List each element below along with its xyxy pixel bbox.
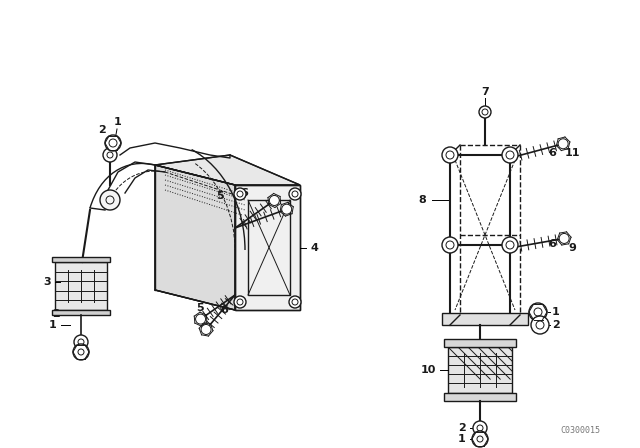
Circle shape [73,344,89,360]
Circle shape [100,190,120,210]
Circle shape [558,139,568,149]
Polygon shape [448,347,512,393]
Text: 6: 6 [240,188,248,198]
Text: 6: 6 [548,239,556,249]
Circle shape [289,188,301,200]
Circle shape [442,147,458,163]
Polygon shape [235,185,300,310]
Circle shape [502,237,518,253]
Text: 2: 2 [458,423,466,433]
Polygon shape [444,393,516,401]
Text: 1: 1 [458,434,466,444]
Circle shape [502,147,518,163]
Text: 6: 6 [220,305,228,315]
Circle shape [196,314,205,324]
Text: 2: 2 [552,320,560,330]
Text: 5: 5 [196,303,204,313]
Circle shape [234,188,246,200]
Circle shape [442,237,458,253]
Circle shape [473,421,487,435]
Text: 1: 1 [114,117,122,127]
Circle shape [559,233,569,243]
Circle shape [234,296,246,308]
Circle shape [103,148,117,162]
Circle shape [529,303,547,321]
Text: 4: 4 [310,243,318,253]
Text: 10: 10 [420,365,436,375]
Text: 6: 6 [548,148,556,158]
Text: 8: 8 [418,195,426,205]
Polygon shape [155,165,235,310]
Text: C0300015: C0300015 [560,426,600,435]
Text: 2: 2 [52,309,60,319]
Text: 3: 3 [43,277,51,287]
Circle shape [269,195,279,206]
Polygon shape [155,155,300,185]
Circle shape [105,135,121,151]
Circle shape [289,296,301,308]
Polygon shape [55,262,107,310]
Text: 1: 1 [552,307,560,317]
Text: 2: 2 [98,125,106,135]
Text: 1: 1 [49,320,57,330]
Text: 5: 5 [216,191,224,201]
Circle shape [282,204,292,214]
Circle shape [74,335,88,349]
Circle shape [531,316,549,334]
Polygon shape [52,310,110,315]
Text: 11: 11 [564,148,580,158]
Polygon shape [52,257,110,262]
Polygon shape [442,313,528,325]
Polygon shape [444,339,516,347]
Circle shape [201,324,211,335]
Text: 9: 9 [568,243,576,253]
Circle shape [479,106,491,118]
Text: 7: 7 [481,87,489,97]
Circle shape [472,431,488,447]
